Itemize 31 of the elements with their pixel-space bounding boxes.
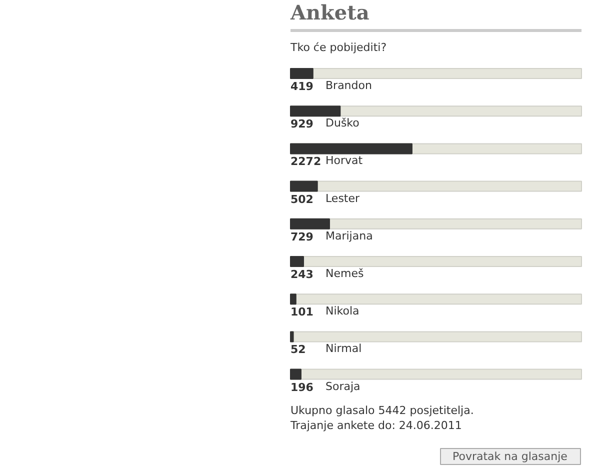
y-tick-label: Nirmal: [326, 342, 362, 356]
y-tick-label: Marijana: [326, 229, 373, 242]
y-tick-label: Nemeš: [326, 267, 364, 280]
data-label: 101: [290, 306, 314, 319]
bar: [290, 256, 304, 267]
chart-subtitle: Tko će pobijediti?: [290, 41, 387, 54]
bar: [290, 294, 296, 305]
bar: [290, 180, 318, 192]
y-tick-label: Soraja: [326, 380, 360, 393]
bar: [290, 106, 341, 117]
data-label: 929: [290, 118, 314, 131]
data-label: 502: [290, 192, 314, 206]
text: Trajanje ankete do: 24.06.2011: [290, 419, 462, 432]
y-tick-label: Horvat: [326, 154, 364, 168]
data-label: 2272: [290, 155, 322, 168]
chart-title: Anketa: [290, 0, 370, 24]
data-label: 729: [290, 230, 314, 244]
bar: [290, 368, 302, 380]
data-label: 243: [290, 268, 314, 281]
data-label: 52: [290, 343, 306, 356]
data-label: 196: [290, 380, 314, 394]
y-tick-label: Lester: [326, 192, 360, 205]
y-tick-label: Nikola: [326, 304, 360, 318]
annotation: Ukupno glasalo 5442 posjetitelja.: [290, 404, 474, 417]
bar: [290, 218, 330, 230]
y-tick-label: Duško: [326, 116, 360, 130]
data-label: 419: [290, 80, 314, 93]
y-tick-label: Brandon: [326, 79, 372, 92]
bar: [290, 68, 314, 79]
text: Povratak na glasanje: [452, 450, 568, 463]
bar: [290, 331, 294, 342]
